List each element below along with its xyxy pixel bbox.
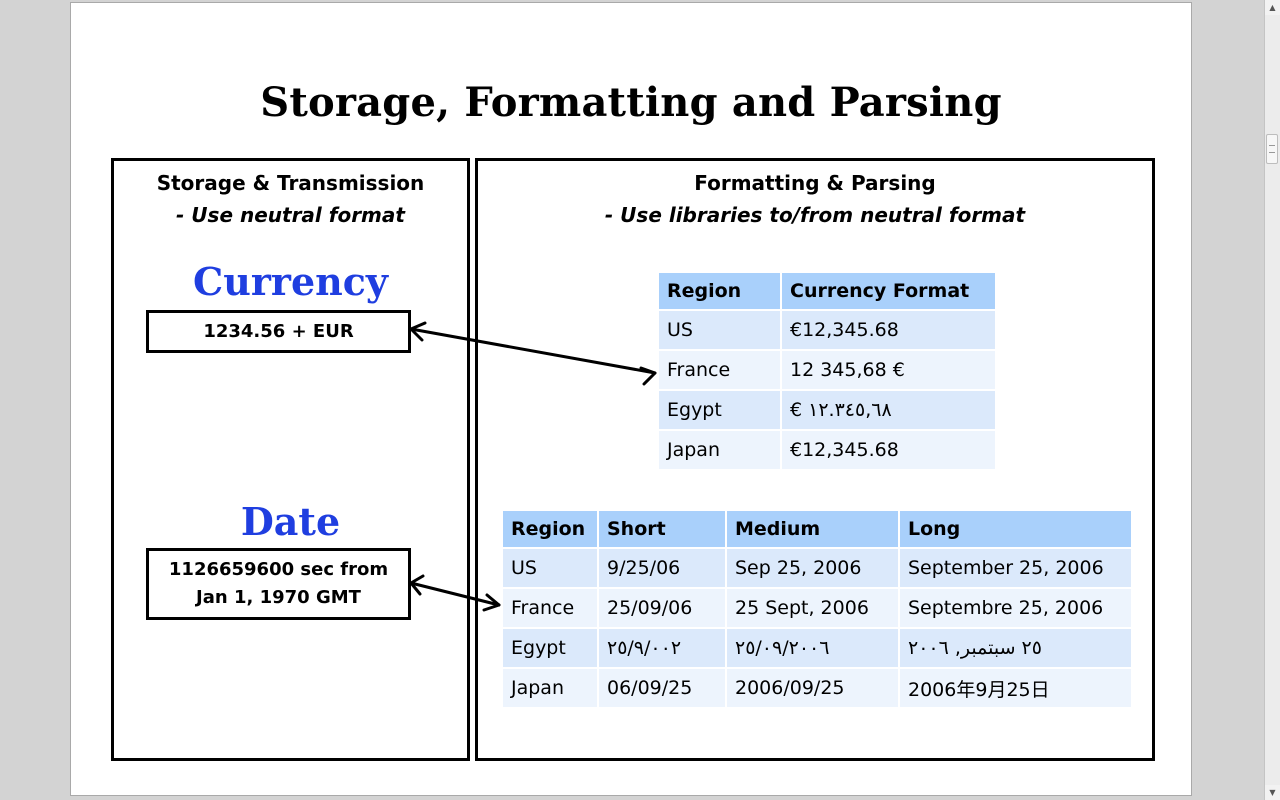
table-cell: Sep 25, 2006	[727, 549, 898, 587]
storage-heading: Storage & Transmission	[156, 171, 425, 195]
table-cell: Septembre 25, 2006	[900, 589, 1131, 627]
table-cell: 25 Sept, 2006	[727, 589, 898, 627]
table-header-cell: Long	[900, 511, 1131, 547]
currency-storage-box: 1234.56 + EUR	[146, 310, 411, 353]
table-cell: 2006年9月25日	[900, 669, 1131, 707]
vertical-scrollbar[interactable]: ▲ ▼	[1264, 0, 1280, 800]
storage-subheading: - Use neutral format	[176, 203, 405, 227]
table-cell: ٢٥ سبتمبر, ٢٠٠٦	[900, 629, 1131, 667]
table-cell: Egypt	[659, 391, 780, 429]
table-cell: 25/09/06	[599, 589, 725, 627]
formatting-subheading: - Use libraries to/from neutral format	[604, 203, 1026, 227]
table-cell: 12 345,68 €	[782, 351, 995, 389]
table-cell: Japan	[503, 669, 597, 707]
table-row: France 25/09/06 25 Sept, 2006 Septembre …	[503, 589, 1131, 627]
storage-panel: Storage & Transmission - Use neutral for…	[111, 158, 470, 761]
table-header-cell: Medium	[727, 511, 898, 547]
table-cell: September 25, 2006	[900, 549, 1131, 587]
table-row: France 12 345,68 €	[659, 351, 995, 389]
table-cell: France	[503, 589, 597, 627]
table-header-cell: Region	[503, 511, 597, 547]
scroll-down-arrow-icon[interactable]: ▼	[1265, 785, 1280, 800]
table-cell: US	[659, 311, 780, 349]
table-header-cell: Short	[599, 511, 725, 547]
table-row: Egypt ٢٥/٩/٠٠٢ ٢٥/٠٩/٢٠٠٦ ٢٥ سبتمبر, ٢٠٠…	[503, 629, 1131, 667]
currency-format-table: Region Currency Format US €12,345.68 Fra…	[657, 271, 997, 471]
formatting-heading: Formatting & Parsing	[694, 171, 936, 195]
table-row: Japan €12,345.68	[659, 431, 995, 469]
table-row: Japan 06/09/25 2006/09/25 2006年9月25日	[503, 669, 1131, 707]
table-cell: Egypt	[503, 629, 597, 667]
table-cell: 06/09/25	[599, 669, 725, 707]
table-row: US 9/25/06 Sep 25, 2006 September 25, 20…	[503, 549, 1131, 587]
table-header-cell: Currency Format	[782, 273, 995, 309]
table-cell: ٢٥/٩/٠٠٢	[599, 629, 725, 667]
scroll-up-arrow-icon[interactable]: ▲	[1265, 0, 1280, 15]
table-row: Egypt € ١٢.٣٤٥,٦٨	[659, 391, 995, 429]
table-cell: 2006/09/25	[727, 669, 898, 707]
table-cell: US	[503, 549, 597, 587]
table-row: US €12,345.68	[659, 311, 995, 349]
table-header-row: Region Currency Format	[659, 273, 995, 309]
table-cell: €12,345.68	[782, 431, 995, 469]
table-header-cell: Region	[659, 273, 780, 309]
currency-storage-value: 1234.56 + EUR	[203, 320, 354, 342]
table-cell: € ١٢.٣٤٥,٦٨	[782, 391, 995, 429]
slide-title: Storage, Formatting and Parsing	[260, 79, 1002, 126]
table-header-row: Region Short Medium Long	[503, 511, 1131, 547]
table-cell: ٢٥/٠٩/٢٠٠٦	[727, 629, 898, 667]
table-cell: 9/25/06	[599, 549, 725, 587]
table-cell: Japan	[659, 431, 780, 469]
scrollbar-thumb[interactable]	[1266, 134, 1278, 164]
currency-label: Currency	[193, 259, 388, 304]
date-storage-line2: Jan 1, 1970 GMT	[196, 587, 361, 608]
grip-icon	[1269, 145, 1275, 153]
table-cell: France	[659, 351, 780, 389]
date-storage-line1: 1126659600 sec from	[168, 559, 389, 580]
date-format-table: Region Short Medium Long US 9/25/06 Sep …	[501, 509, 1133, 709]
date-storage-box: 1126659600 sec from Jan 1, 1970 GMT	[146, 548, 411, 620]
slide-page: Storage, Formatting and Parsing Storage …	[70, 2, 1192, 796]
date-label: Date	[240, 499, 341, 544]
table-cell: €12,345.68	[782, 311, 995, 349]
